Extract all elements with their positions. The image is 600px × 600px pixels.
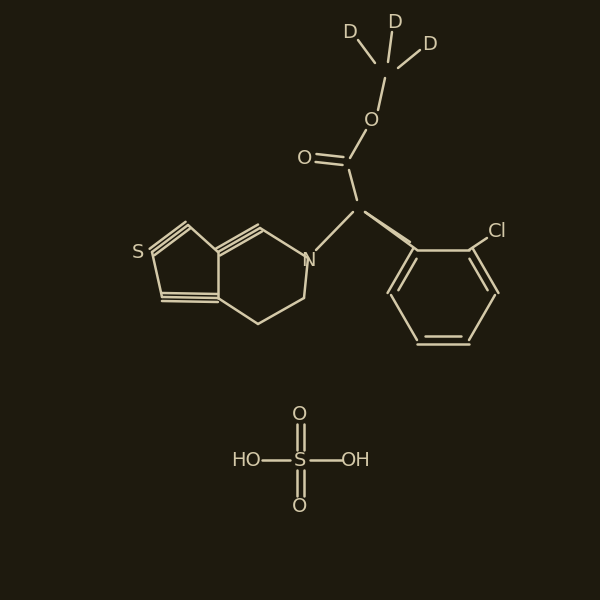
Text: Cl: Cl <box>487 223 506 241</box>
Text: S: S <box>294 451 306 469</box>
Text: O: O <box>292 404 308 424</box>
Text: D: D <box>388 13 403 31</box>
Text: D: D <box>343 22 358 41</box>
Text: OH: OH <box>341 451 371 469</box>
Text: O: O <box>292 497 308 515</box>
Text: N: N <box>301 251 315 269</box>
Text: HO: HO <box>231 451 261 469</box>
Text: D: D <box>422 35 437 55</box>
Text: O: O <box>298 148 313 167</box>
Text: O: O <box>364 110 380 130</box>
Text: S: S <box>132 242 144 262</box>
